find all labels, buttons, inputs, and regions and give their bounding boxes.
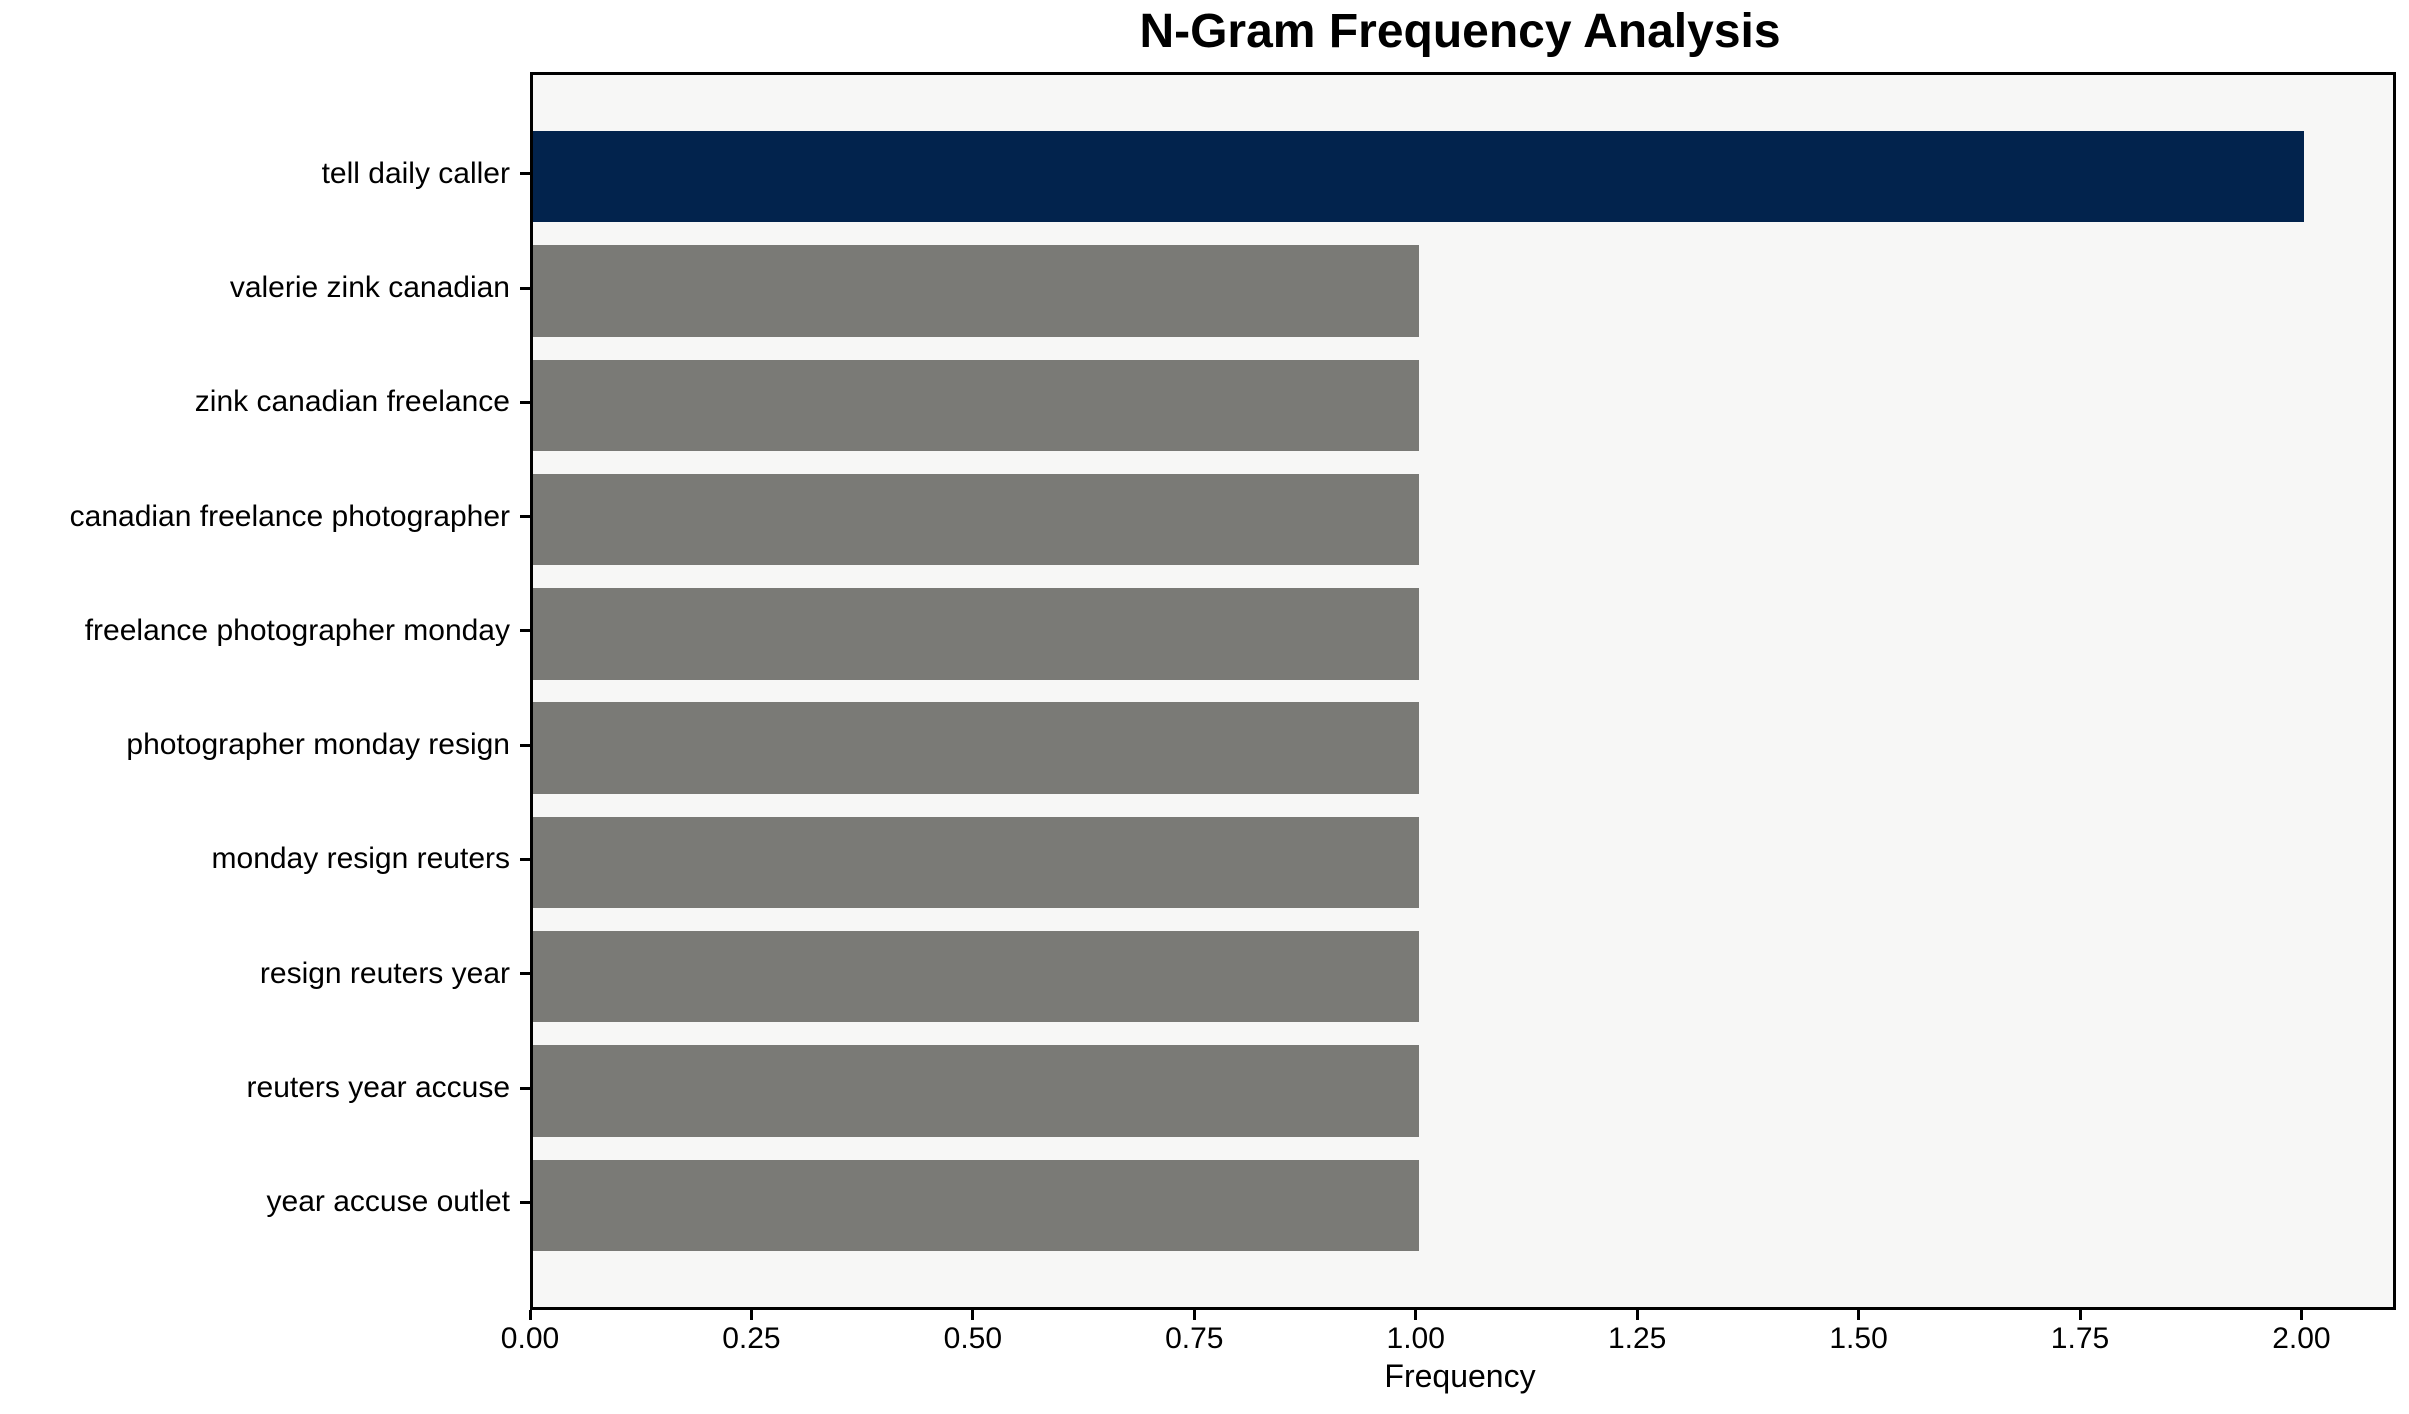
y-tick-mark [520,400,530,404]
x-tick-mark [528,1310,532,1320]
bar [533,359,1419,451]
y-tick-label: canadian freelance photographer [69,499,510,533]
y-tick-mark [520,515,530,519]
x-axis-label: Frequency [1384,1358,1536,1394]
bar [533,245,1419,337]
x-tick-label: 0.50 [943,1322,1003,1355]
y-tick-label: resign reuters year [259,956,510,990]
x-tick-mark [1192,1310,1196,1320]
y-tick-mark [520,172,530,176]
chart-title: N-Gram Frequency Analysis [1139,5,1781,58]
y-tick-mark [520,629,530,633]
x-tick-label: 2.00 [2272,1322,2331,1355]
x-tick-mark [1857,1310,1861,1320]
bar [533,1159,1419,1251]
y-tick-label: photographer monday resign [126,728,510,762]
y-tick-label: freelance photographer monday [84,613,510,647]
x-tick-label: 0.00 [500,1322,560,1355]
x-tick-mark [2299,1310,2303,1320]
bar [533,931,1419,1023]
x-tick-label: 0.75 [1165,1322,1224,1355]
y-tick-mark [520,743,530,747]
bar [533,473,1419,566]
x-tick-mark [1414,1310,1418,1320]
y-tick-mark [520,1200,530,1204]
y-tick-label: valerie zink canadian [229,271,510,304]
y-tick-mark [520,972,530,976]
y-tick-label: tell daily caller [321,156,510,190]
bar [533,702,1419,794]
bar [533,131,2305,223]
x-tick-label: 1.50 [1829,1322,1888,1355]
plot-area [530,72,2396,1310]
x-tick-label: 1.00 [1386,1322,1445,1355]
bar [533,588,1419,680]
x-tick-mark [971,1310,975,1320]
bar [533,816,1419,909]
y-tick-label: zink canadian freelance [194,385,510,419]
y-tick-label: year accuse outlet [266,1185,510,1219]
y-tick-label: reuters year accuse [246,1071,510,1104]
x-tick-label: 0.25 [722,1322,781,1355]
x-tick-mark [2078,1310,2082,1320]
x-tick-label: 1.75 [2050,1322,2110,1355]
bar [533,1045,1419,1137]
x-tick-mark [1635,1310,1639,1320]
x-tick-mark [749,1310,753,1320]
y-tick-mark [520,286,530,290]
x-tick-label: 1.25 [1607,1322,1667,1355]
y-tick-mark [520,1086,530,1090]
y-tick-label: monday resign reuters [211,842,510,876]
y-tick-mark [520,857,530,861]
